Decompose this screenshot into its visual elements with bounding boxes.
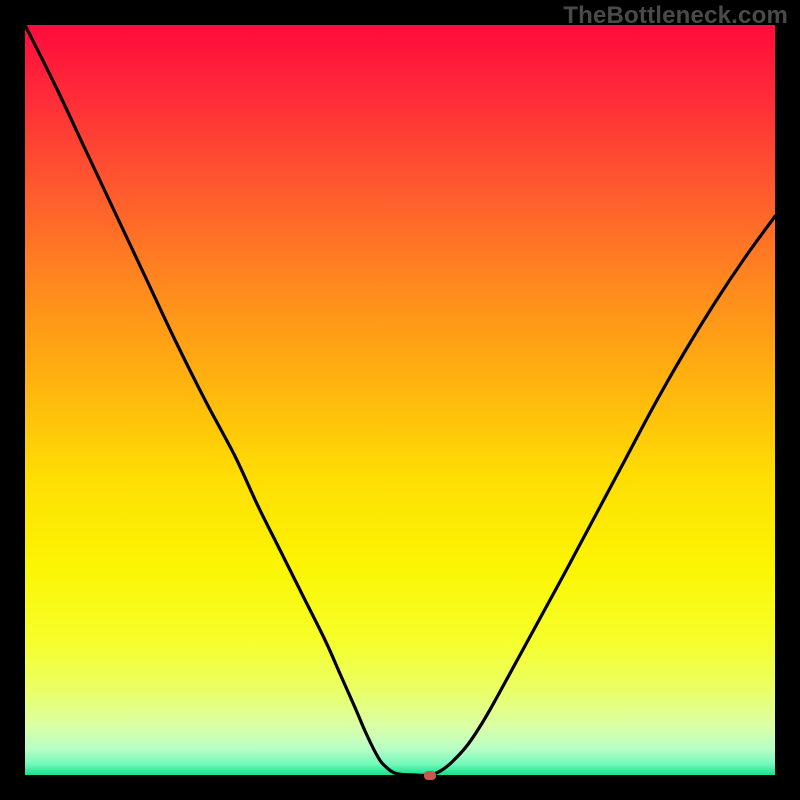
minimum-marker (424, 771, 436, 780)
curve-svg (25, 25, 775, 775)
bottleneck-curve (25, 25, 775, 775)
plot-area (25, 25, 775, 775)
canvas: TheBottleneck.com (0, 0, 800, 800)
watermark-text: TheBottleneck.com (563, 2, 788, 30)
